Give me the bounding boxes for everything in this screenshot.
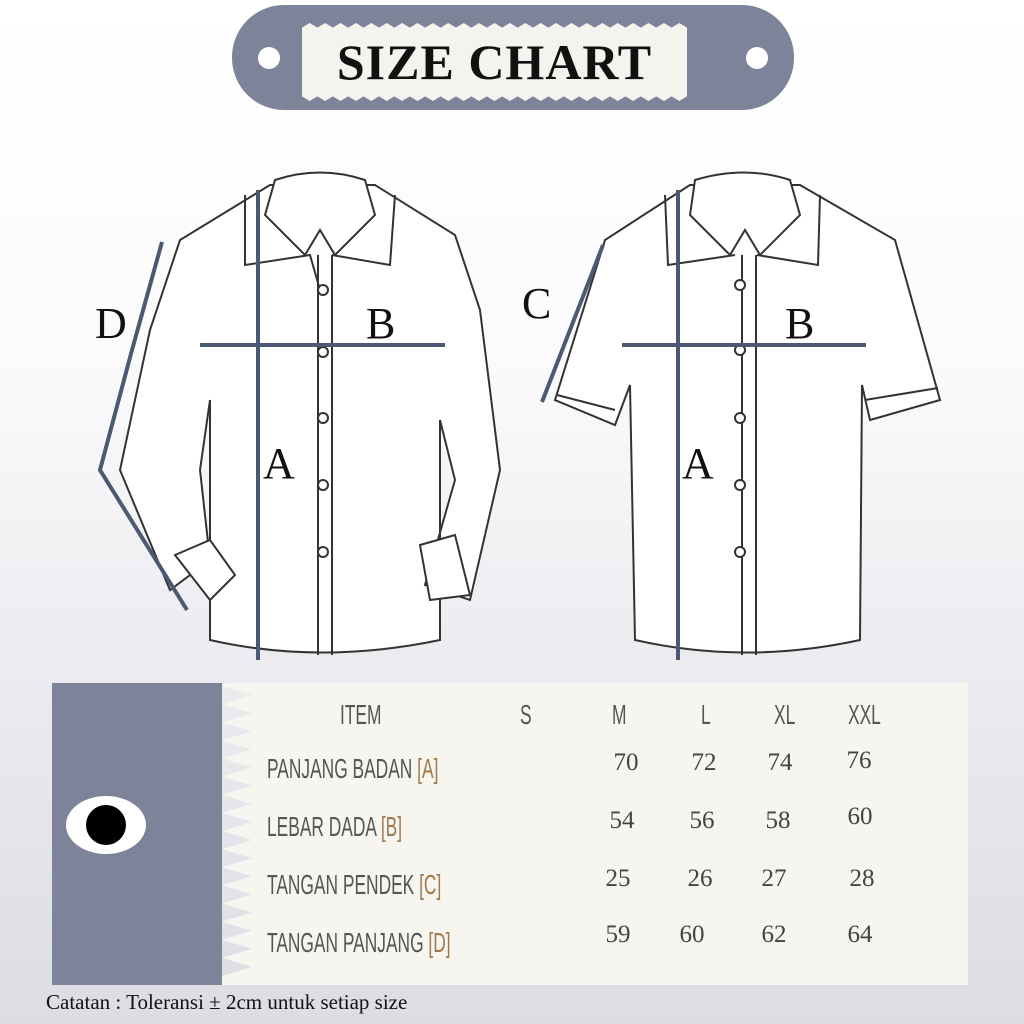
tag-hole-left xyxy=(258,47,280,69)
value-m: 70 xyxy=(613,749,639,776)
line-c xyxy=(540,244,605,403)
header-item: ITEM xyxy=(340,699,382,730)
page-title: SIZE CHART xyxy=(336,34,653,90)
buttons xyxy=(317,279,746,558)
value-xl: 27 xyxy=(761,865,787,892)
label-a-short: A xyxy=(682,439,714,488)
line-d xyxy=(97,241,189,612)
row-item: LEBAR DADA xyxy=(267,811,377,842)
value-xxl: 28 xyxy=(849,865,875,892)
row-item: TANGAN PANJANG xyxy=(267,927,424,958)
header-l: L xyxy=(701,699,711,730)
label-c: C xyxy=(522,279,551,328)
size-chart-tag: SIZE CHART xyxy=(232,5,794,110)
value-m: 54 xyxy=(609,807,635,834)
long-sleeve-shirt xyxy=(118,171,502,655)
tag-label: SIZE CHART xyxy=(302,23,687,101)
header-m: M xyxy=(612,699,627,730)
value-xxl: 76 xyxy=(846,747,872,774)
size-table: ITEM S M L XL XXL PANJANG BADAN [A] 70 7… xyxy=(222,683,968,985)
label-a-long: A xyxy=(263,439,295,488)
header-xxl: XXL xyxy=(848,699,881,730)
row-code: [B] xyxy=(380,811,403,842)
measurement-lines xyxy=(97,190,866,660)
header-xl: XL xyxy=(774,699,796,730)
value-xxl: 60 xyxy=(847,803,873,830)
value-m: 25 xyxy=(605,865,631,892)
row-code: [D] xyxy=(428,927,451,958)
row-item: PANJANG BADAN xyxy=(267,753,413,784)
shirt-diagrams: D B A C B A xyxy=(95,171,942,660)
value-l: 60 xyxy=(679,921,705,948)
value-l: 72 xyxy=(691,749,717,776)
value-m: 59 xyxy=(605,921,631,948)
header-s: S xyxy=(520,699,532,730)
row-code: [C] xyxy=(419,869,442,900)
value-l: 26 xyxy=(687,865,713,892)
value-xl: 74 xyxy=(767,749,793,776)
value-xl: 58 xyxy=(765,807,791,834)
tolerance-note: Catatan : Toleransi ± 2cm untuk setiap s… xyxy=(46,990,408,1014)
value-xxl: 64 xyxy=(847,921,873,948)
label-d: D xyxy=(95,299,127,348)
row-code: [A] xyxy=(417,753,439,784)
label-b-short: B xyxy=(785,299,814,348)
label-b-long: B xyxy=(366,299,395,348)
panel-ring-icon xyxy=(66,796,146,854)
row-item: TANGAN PENDEK xyxy=(267,869,415,900)
tag-hole-right xyxy=(746,47,768,69)
value-l: 56 xyxy=(689,807,715,834)
value-xl: 62 xyxy=(761,921,787,948)
short-sleeve-shirt xyxy=(553,171,942,655)
